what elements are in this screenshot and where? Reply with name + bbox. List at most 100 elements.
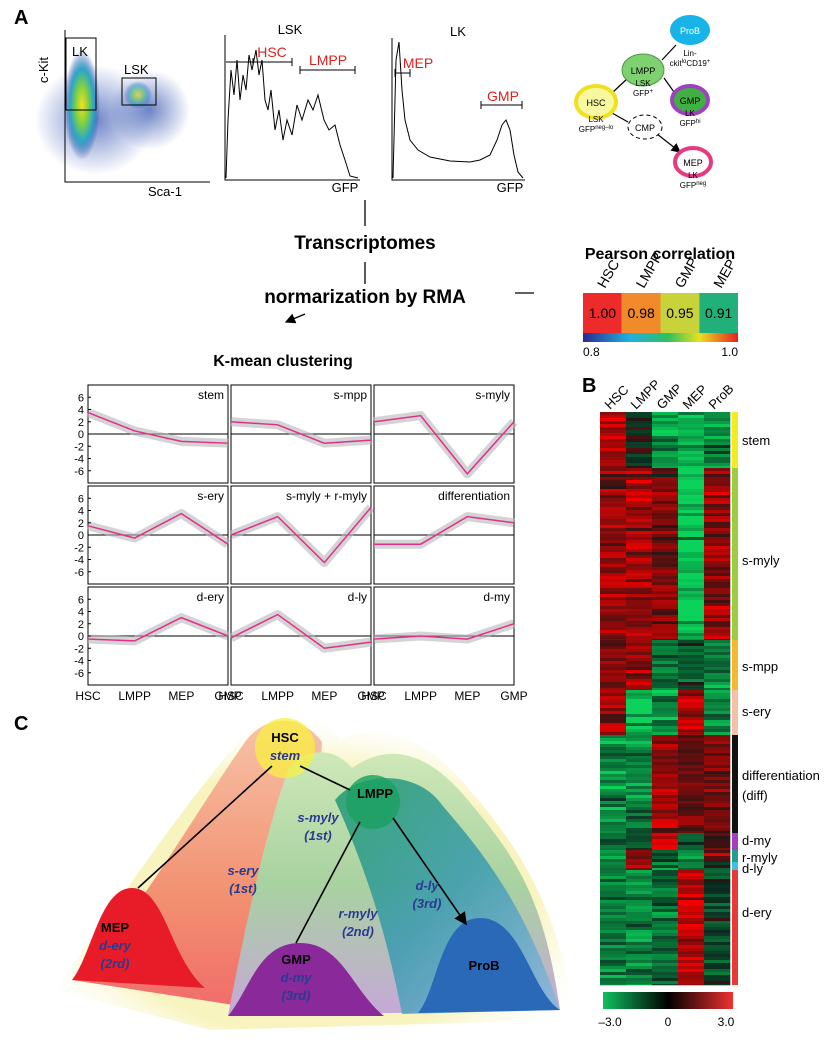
y-tick-label: -4: [74, 454, 84, 466]
heat-cell: [704, 630, 731, 634]
heat-cell: [652, 421, 679, 425]
heat-cell: [678, 813, 705, 817]
heat-cell: [678, 504, 705, 508]
heat-cell: [600, 753, 627, 757]
heat-cell: [600, 522, 627, 526]
heat-cell: [626, 546, 653, 550]
heat-cell: [652, 597, 679, 601]
heat-cell: [704, 771, 731, 775]
heat-cell: [600, 667, 627, 671]
heat-cell: [600, 600, 627, 604]
x-tick-label: LMPP: [261, 689, 294, 703]
heat-cell: [652, 690, 679, 694]
heat-cell: [678, 543, 705, 547]
desc-part: +: [649, 89, 653, 95]
heat-cell: [704, 504, 731, 508]
desc-part: +: [707, 59, 711, 65]
heat-cell: [704, 897, 731, 901]
heat-cell: [626, 966, 653, 970]
heat-cell: [626, 912, 653, 916]
heat-cell: [600, 519, 627, 523]
heat-cell: [626, 412, 653, 416]
heat-cell: [600, 810, 627, 814]
heat-cell: [678, 942, 705, 946]
heat-cell: [704, 972, 731, 976]
heat-cell: [704, 859, 731, 863]
heat-cell: [704, 534, 731, 538]
heat-cell: [678, 573, 705, 577]
heat-cell: [678, 960, 705, 964]
heat-cell: [626, 696, 653, 700]
panel-label: A: [14, 7, 28, 29]
heat-cell: [704, 448, 731, 452]
heat-cell: [600, 442, 627, 446]
heat-cell: [626, 984, 653, 986]
heat-cell: [652, 522, 679, 526]
heat-cell: [652, 705, 679, 709]
heat-cell: [600, 570, 627, 574]
heat-cell: [600, 732, 627, 736]
heat-cell: [678, 582, 705, 586]
heat-cell: [652, 765, 679, 769]
heat-cell: [652, 915, 679, 919]
heat-cell: [626, 828, 653, 832]
heat-cell: [678, 868, 705, 871]
heat-cell: [626, 699, 653, 703]
heat-cell: [678, 591, 705, 595]
heat-cell: [704, 969, 731, 973]
heat-cell: [678, 804, 705, 808]
heat-cell: [678, 909, 705, 913]
heat-cell: [704, 845, 731, 849]
heat-cell: [678, 690, 705, 694]
heat-cell: [600, 454, 627, 458]
node: [627, 114, 663, 140]
heat-cell: [704, 833, 731, 837]
heat-cell: [678, 723, 705, 727]
heat-cell: [704, 492, 731, 496]
axis-label: Sca-1: [148, 184, 182, 199]
heat-cell: [600, 549, 627, 553]
heat-cell: [652, 945, 679, 949]
heat-cell: [678, 510, 705, 514]
heat-cell: [626, 640, 653, 644]
heat-cell: [704, 954, 731, 958]
heat-cell: [678, 534, 705, 538]
heat-cell: [626, 933, 653, 937]
heat-cell: [600, 543, 627, 547]
heat-cell: [626, 845, 653, 849]
cluster-strip: [732, 468, 738, 640]
heat-cell: [600, 433, 627, 437]
heat-cell: [704, 891, 731, 895]
heat-cell: [704, 816, 731, 820]
heat-cell: [678, 828, 705, 832]
heat-cell: [626, 870, 653, 874]
heat-cell: [600, 969, 627, 973]
heat-cell: [678, 649, 705, 653]
heat-cell: [678, 679, 705, 683]
heat-cell: [652, 903, 679, 907]
heat-cell: [678, 603, 705, 607]
heat-cell: [626, 750, 653, 754]
heat-cell: [600, 915, 627, 919]
heat-cell: [600, 489, 627, 493]
arrow: [286, 200, 534, 322]
heat-cell: [652, 454, 679, 458]
heat-cell: [704, 717, 731, 721]
heat-cell: [600, 714, 627, 718]
heat-cell: [704, 612, 731, 616]
heat-cell: [600, 495, 627, 499]
heat-cell: [626, 516, 653, 520]
heat-cell: [678, 906, 705, 910]
desc-part: neg–lo: [595, 125, 614, 131]
heat-cell: [652, 963, 679, 967]
heat-cell: [678, 537, 705, 541]
heat-cell: [600, 615, 627, 619]
heat-cell: [704, 963, 731, 967]
heat-cell: [678, 882, 705, 886]
heat-cell: [678, 655, 705, 659]
heat-cell: [652, 862, 679, 866]
heat-cell: [678, 525, 705, 529]
heat-cell: [704, 519, 731, 523]
heat-cell: [626, 714, 653, 718]
heat-cell: [600, 853, 627, 857]
